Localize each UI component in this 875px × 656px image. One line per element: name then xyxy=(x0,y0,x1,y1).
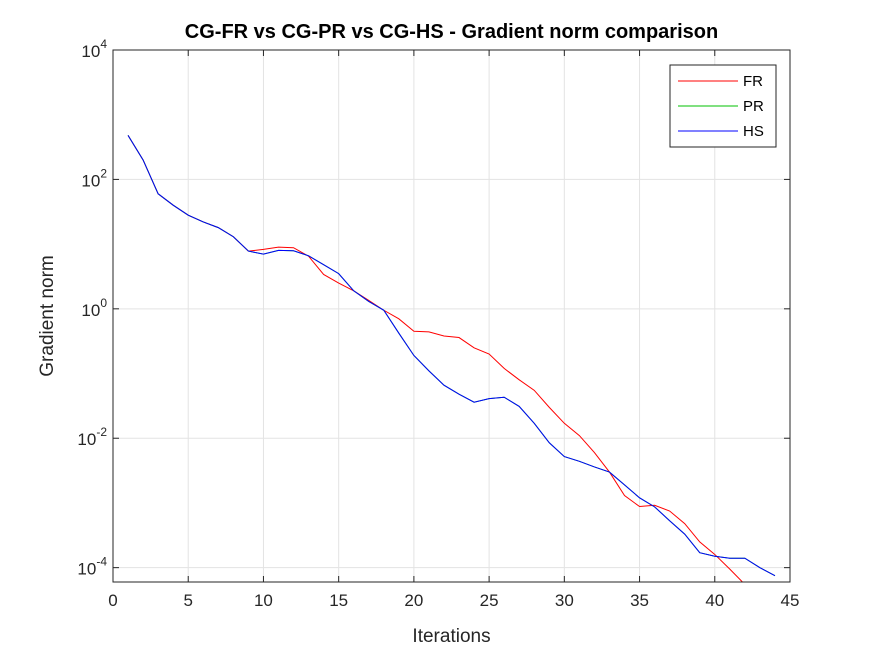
x-tick-label: 5 xyxy=(183,591,192,610)
x-tick-label: 15 xyxy=(329,591,348,610)
legend: FR PR HS xyxy=(669,64,777,148)
x-tick-label: 40 xyxy=(705,591,724,610)
chart-title: CG-FR vs CG-PR vs CG-HS - Gradient norm … xyxy=(185,21,718,43)
x-tick-label: 0 xyxy=(108,591,117,610)
x-tick-label: 20 xyxy=(404,591,423,610)
x-tick-label: 25 xyxy=(480,591,499,610)
ticks xyxy=(112,49,791,582)
y-tick-label: 102 xyxy=(81,166,107,190)
y-tick-label: 104 xyxy=(81,37,107,61)
x-tick-label: 30 xyxy=(555,591,574,610)
legend-label-hs: HS xyxy=(743,123,764,140)
x-tick-label: 45 xyxy=(781,591,800,610)
y-tick-label: 10-4 xyxy=(77,555,107,579)
axes-box xyxy=(112,49,791,583)
y-tick-labels: 10-4 10-2 100 102 104 xyxy=(77,37,107,579)
x-tick-labels: 0 5 10 15 20 25 30 35 40 45 xyxy=(108,591,799,610)
legend-label-fr: FR xyxy=(743,73,763,90)
grid xyxy=(112,49,791,582)
x-tick-label: 10 xyxy=(254,591,273,610)
x-axis-label: Iterations xyxy=(412,626,490,647)
y-axis-label: Gradient norm xyxy=(37,255,58,376)
y-tick-label: 10-2 xyxy=(77,425,107,449)
series-layer xyxy=(127,135,776,582)
y-tick-label: 100 xyxy=(81,296,107,320)
series-line-hs xyxy=(127,135,776,577)
x-tick-label: 35 xyxy=(630,591,649,610)
legend-label-pr: PR xyxy=(743,98,764,115)
